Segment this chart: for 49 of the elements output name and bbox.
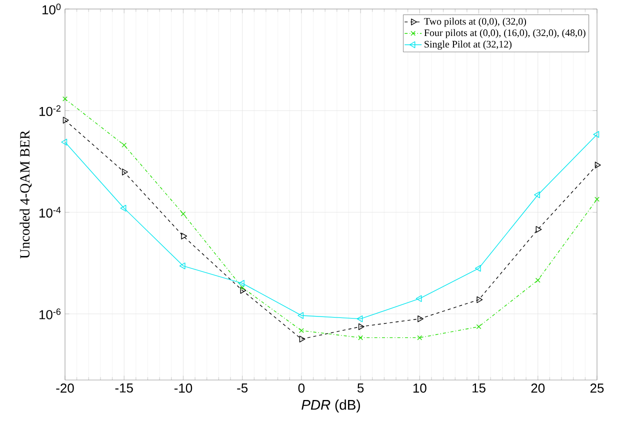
- legend-label: Single Pilot at (32,12): [424, 40, 512, 50]
- point: [298, 312, 304, 319]
- x-tick-label: 25: [590, 384, 604, 393]
- point: [534, 191, 540, 198]
- point: [62, 116, 69, 124]
- x-tick-label: -10: [174, 384, 192, 393]
- point: [416, 295, 422, 302]
- legend-label: Four pilots at (0,0), (16,0), (32,0), (48,0): [424, 29, 586, 38]
- point: [358, 335, 364, 340]
- point: [474, 264, 481, 272]
- point: [593, 131, 600, 138]
- x-tick-label: 10: [413, 384, 426, 393]
- x-tick-label: 5: [357, 384, 364, 393]
- x-tick-label: -5: [237, 384, 248, 393]
- x-tick-label: -20: [56, 384, 74, 393]
- y-tick-label: 10$^{-4}$: [40, 206, 61, 218]
- point: [179, 262, 186, 270]
- point: [122, 168, 128, 176]
- y-tick-label: 10$^{0}$: [42, 4, 61, 14]
- point: [594, 162, 601, 168]
- legend-label: Two pilots at (0,0), (32,0): [424, 18, 526, 27]
- point: [535, 278, 540, 283]
- point: [356, 315, 363, 322]
- x-tick-label: -15: [115, 384, 133, 393]
- point: [238, 280, 244, 287]
- point: [122, 142, 127, 148]
- point: [418, 315, 424, 322]
- point: [61, 138, 68, 146]
- point: [62, 96, 68, 102]
- point: [476, 296, 483, 304]
- point: [120, 204, 126, 212]
- point: [417, 335, 422, 340]
- point: [536, 226, 542, 233]
- point: [181, 232, 188, 240]
- point: [240, 285, 245, 290]
- point: [299, 336, 306, 342]
- x-axis-title: PDR (dB): [302, 400, 360, 413]
- y-tick-label: 10$^{-2}$: [40, 105, 61, 116]
- point: [358, 323, 364, 330]
- point: [180, 211, 186, 216]
- point: [240, 287, 246, 294]
- y-tick-label: 10$^{-6}$: [40, 308, 61, 320]
- x-tick-label: 0: [298, 384, 305, 393]
- point: [594, 196, 600, 202]
- point: [298, 328, 304, 334]
- x-tick-label: 15: [472, 384, 486, 393]
- x-tick-label: 20: [531, 384, 545, 393]
- y-axis-title: Uncoded 4-QAM BER: [20, 130, 32, 259]
- point: [476, 324, 482, 330]
